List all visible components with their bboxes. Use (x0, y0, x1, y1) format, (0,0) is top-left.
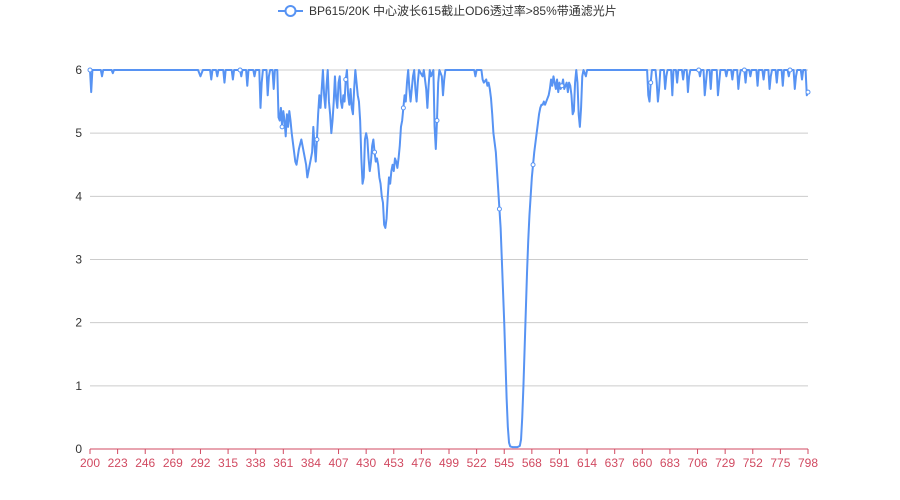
series-point (696, 67, 702, 73)
series-point (741, 67, 747, 73)
x-tick-label: 729 (715, 456, 735, 470)
x-tick-label: 499 (439, 456, 459, 470)
x-tick-label: 361 (273, 456, 293, 470)
x-tick-label: 453 (384, 456, 404, 470)
x-tick-label: 591 (549, 456, 569, 470)
y-tick-label: 2 (75, 316, 82, 330)
x-tick-label: 614 (577, 456, 597, 470)
series-line (89, 69, 809, 449)
y-tick-label: 1 (75, 379, 82, 393)
y-tick-label: 5 (75, 126, 82, 140)
series-point (648, 80, 654, 86)
x-tick-label: 706 (688, 456, 708, 470)
x-tick-label: 200 (80, 456, 100, 470)
series-point (530, 162, 536, 168)
series-point (372, 149, 378, 155)
x-tick-label: 568 (522, 456, 542, 470)
x-tick-label: 292 (190, 456, 210, 470)
series-point (279, 124, 285, 130)
x-tick-label: 246 (135, 456, 155, 470)
x-tick-label: 338 (246, 456, 266, 470)
x-tick-label: 223 (108, 456, 128, 470)
x-tick-label: 775 (770, 456, 790, 470)
x-tick-label: 637 (605, 456, 625, 470)
series-point (787, 67, 793, 73)
x-tick-label: 660 (632, 456, 652, 470)
series-point (343, 76, 349, 82)
series-point (400, 105, 406, 111)
y-tick-label: 3 (75, 253, 82, 267)
x-tick-label: 522 (467, 456, 487, 470)
series-point (805, 89, 811, 95)
x-tick-label: 683 (660, 456, 680, 470)
y-tick-label: 4 (75, 189, 82, 203)
series-point (496, 206, 502, 212)
series-point (237, 67, 243, 73)
x-tick-label: 545 (494, 456, 514, 470)
x-tick-label: 430 (356, 456, 376, 470)
y-tick-label: 6 (75, 63, 82, 77)
series-point (434, 118, 440, 124)
x-tick-label: 384 (301, 456, 321, 470)
series-point (559, 83, 565, 89)
series-point (87, 67, 93, 73)
x-tick-label: 752 (743, 456, 763, 470)
x-tick-label: 315 (218, 456, 238, 470)
series-point (314, 136, 320, 142)
x-tick-label: 476 (411, 456, 431, 470)
legend-label: BP615/20K 中心波长615截止OD6透过率>85%带通滤光片 (309, 3, 617, 18)
y-tick-label: 0 (75, 442, 82, 456)
x-tick-label: 269 (163, 456, 183, 470)
x-tick-label: 798 (798, 456, 818, 470)
legend-marker-icon (284, 5, 297, 17)
x-tick-label: 407 (329, 456, 349, 470)
